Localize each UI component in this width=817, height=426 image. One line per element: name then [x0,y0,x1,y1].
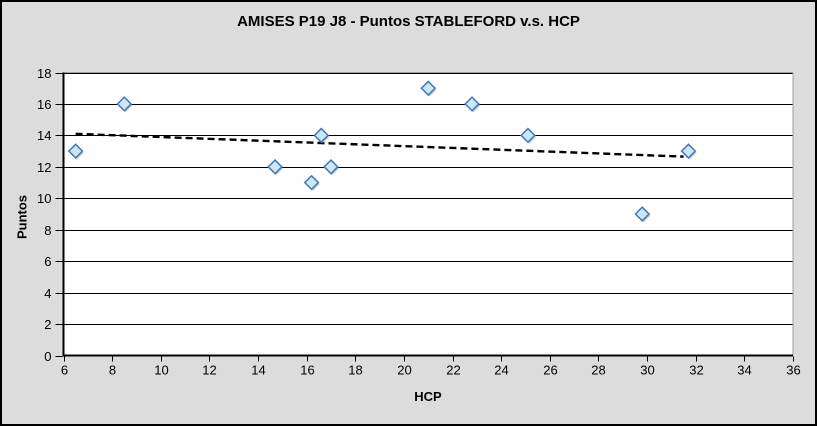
x-tick-label: 34 [737,363,751,378]
y-tick-label: 12 [37,160,51,175]
y-tick-label: 2 [44,317,51,332]
x-tick-label: 32 [689,363,703,378]
y-tick-label: 4 [44,286,51,301]
x-axis-title: HCP [414,389,442,404]
y-tick-label: 0 [44,349,51,364]
x-tick-label: 20 [397,363,411,378]
data-point [520,127,536,144]
y-tick-label: 8 [44,223,51,238]
x-tick-label: 12 [202,363,216,378]
x-tick-label: 28 [591,363,605,378]
x-tick-label: 24 [494,363,508,378]
x-tick-label: 16 [300,363,314,378]
y-tick-label: 10 [37,191,51,206]
data-point [464,96,480,112]
x-tick-label: 10 [154,363,168,378]
y-tick-label: 18 [37,66,51,81]
data-point [303,174,320,191]
x-tick-label: 26 [543,363,557,378]
y-tick-label: 6 [44,254,51,269]
data-point [313,127,330,144]
y-tick-label: 14 [37,128,51,143]
x-tick-label: 14 [251,363,265,378]
plot-area [63,72,793,356]
data-point [420,80,437,97]
x-tick-label: 36 [786,363,800,378]
data-point [680,143,697,159]
x-tick-label: 18 [348,363,362,378]
x-tick-label: 30 [640,363,654,378]
data-point [116,96,133,112]
y-axis-title: Puntos [14,194,30,240]
trendline [75,132,684,158]
chart-title: AMISES P19 J8 - Puntos STABLEFORD v.s. H… [237,13,580,30]
data-point [267,158,283,175]
x-tick-label: 22 [446,363,460,378]
x-tick-label: 6 [61,363,68,378]
data-point [67,143,84,159]
x-tick-label: 8 [109,363,116,378]
y-tick-label: 16 [37,97,51,112]
data-point [323,158,339,175]
data-point [634,206,651,222]
